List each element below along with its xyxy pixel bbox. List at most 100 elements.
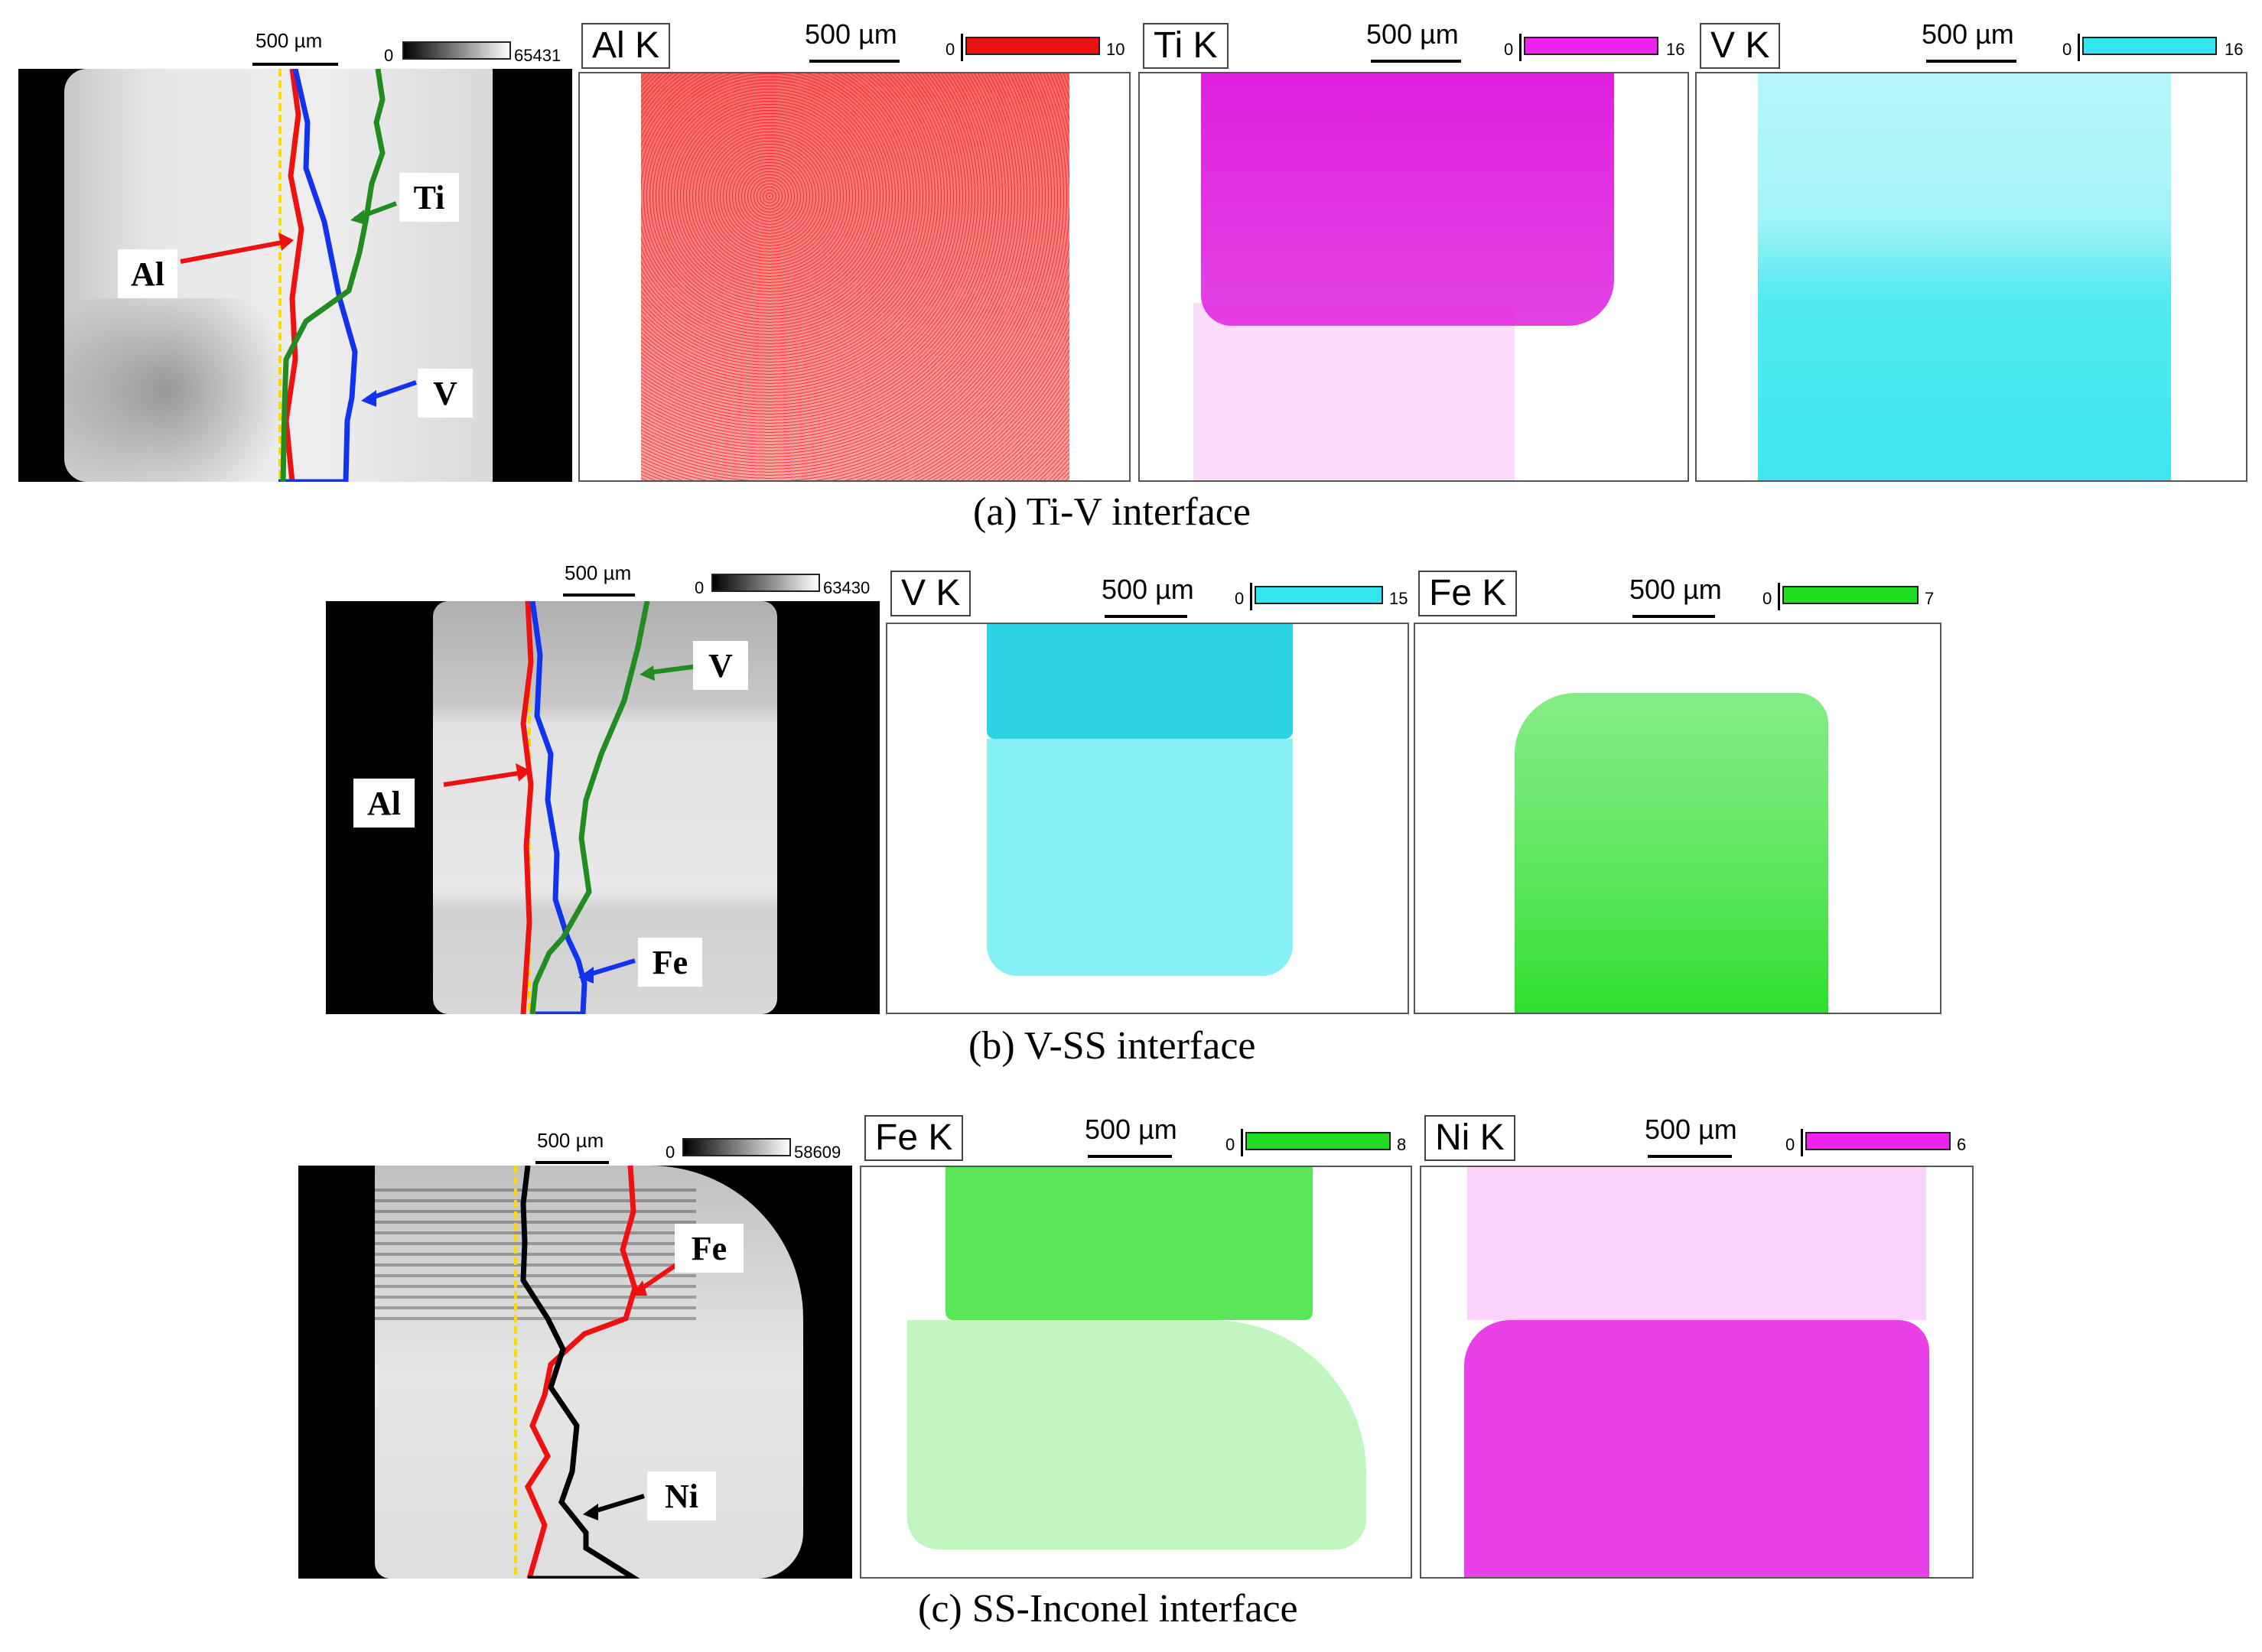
eds-map-v-k-b [886, 623, 1409, 1014]
sem-a-cmax: 65431 [514, 46, 561, 65]
map-b2-scale-label: 500 µm [1629, 574, 1722, 605]
ni-sparse-region [1467, 1167, 1926, 1320]
fe-signal-region [1515, 693, 1828, 1013]
map-a1-cmax: 10 [1106, 40, 1125, 59]
sem-a-label-al: Al [118, 249, 177, 298]
sem-c-label-ni: Ni [647, 1472, 716, 1520]
sem-c-scale-label: 500 µm [537, 1129, 604, 1152]
sem-b-cmax: 63430 [823, 578, 871, 597]
sem-a-cmin: 0 [384, 46, 394, 65]
sem-c-colorbar [682, 1138, 791, 1156]
map-a1-scale-label: 500 µm [805, 18, 897, 50]
map-a2-cmin: 0 [1504, 40, 1514, 59]
caption-a: (a) Ti-V interface [973, 490, 1251, 534]
map-a2-cmax: 16 [1666, 40, 1685, 59]
map-a3-cmin: 0 [2062, 40, 2072, 59]
map-b1-cmax: 15 [1389, 589, 1408, 608]
map-b1-scale-bar [1105, 615, 1187, 618]
map-a3-cmax: 16 [2225, 40, 2244, 59]
map-b2-colorbar [1782, 586, 1919, 604]
eds-map-fe-k-b [1414, 623, 1941, 1014]
map-a1-colorbar [965, 37, 1100, 55]
map-a2-scale-label: 500 µm [1366, 18, 1459, 50]
caption-c: (c) SS-Inconel interface [918, 1587, 1298, 1631]
sem-b-cmin: 0 [695, 578, 705, 597]
sem-a-lines [180, 69, 417, 482]
sem-a-colorbar [402, 41, 511, 60]
fe-sparse-region [907, 1320, 1366, 1550]
map-c2-colorbar [1805, 1132, 1951, 1150]
map-c2-cmax: 6 [1957, 1135, 1967, 1154]
map-a1-cbar-tick [961, 34, 963, 61]
map-b2-scale-bar [1632, 615, 1715, 618]
eds-map-al-k-a [578, 72, 1131, 482]
map-a3-element-label: V K [1700, 23, 1781, 69]
map-b1-colorbar [1255, 586, 1383, 604]
sem-c-scale-bar [535, 1161, 609, 1164]
map-b2-element-label: Fe K [1418, 571, 1518, 616]
map-b1-scale-label: 500 µm [1102, 574, 1194, 605]
map-c2-scale-label: 500 µm [1645, 1114, 1737, 1145]
sem-a-scale-label: 500 µm [255, 29, 323, 52]
sem-c-label-fe: Fe [675, 1224, 744, 1273]
v-mid-region [987, 739, 1293, 976]
sem-dark-region [64, 298, 317, 482]
sem-image-c: Fe Ni [298, 1166, 852, 1579]
sem-c-cmax: 58609 [794, 1143, 841, 1162]
map-c1-cbar-tick [1241, 1129, 1243, 1156]
map-a2-element-label: Ti K [1143, 23, 1229, 69]
eds-map-ti-k-a [1138, 72, 1689, 482]
sem-c-cmin: 0 [666, 1143, 675, 1162]
map-a2-colorbar [1524, 37, 1658, 55]
map-c1-cmax: 8 [1397, 1135, 1407, 1154]
map-a2-scale-bar [1371, 60, 1461, 63]
map-b1-element-label: V K [890, 571, 972, 616]
map-c2-cbar-tick [1801, 1129, 1803, 1156]
eds-map-fe-k-c [860, 1166, 1412, 1579]
map-c1-scale-bar [1088, 1155, 1172, 1158]
map-a3-colorbar [2082, 37, 2217, 55]
map-c1-colorbar [1245, 1132, 1391, 1150]
map-a2-cbar-tick [1519, 34, 1522, 61]
sem-a-scale-bar [252, 63, 338, 66]
map-a1-cmin: 0 [945, 40, 955, 59]
map-b1-cmin: 0 [1235, 589, 1245, 608]
map-c2-cmin: 0 [1785, 1135, 1795, 1154]
map-c1-cmin: 0 [1225, 1135, 1235, 1154]
sem-b-lines [443, 601, 705, 1014]
map-b2-cmax: 7 [1925, 589, 1935, 608]
caption-b: (b) V-SS interface [968, 1024, 1256, 1068]
al-signal-region [641, 73, 1069, 480]
ni-dense-region [1464, 1320, 1929, 1577]
sem-a-label-v: V [418, 369, 473, 418]
map-a3-scale-label: 500 µm [1922, 18, 2014, 50]
sem-b-label-v: V [693, 641, 748, 690]
sem-a-label-ti: Ti [399, 173, 459, 222]
sem-image-b: V Al Fe [326, 601, 880, 1014]
v-dense-region [987, 624, 1293, 739]
map-c1-element-label: Fe K [864, 1115, 964, 1161]
sem-b-scale-label: 500 µm [565, 561, 632, 584]
map-a1-element-label: Al K [581, 23, 671, 69]
sem-b-scale-bar [563, 593, 635, 597]
ti-sparse-region [1193, 303, 1515, 480]
sem-b-label-fe: Fe [638, 938, 702, 987]
map-a1-scale-bar [809, 60, 900, 63]
map-b2-cbar-tick [1778, 583, 1780, 610]
fe-dense-region [945, 1167, 1313, 1320]
sem-image-a: Ti Al V [18, 69, 572, 482]
v-signal-region [1758, 73, 2171, 480]
eds-map-v-k-a [1695, 72, 2247, 482]
eds-map-ni-k-c [1420, 1166, 1974, 1579]
sem-b-colorbar [711, 574, 820, 592]
map-c2-scale-bar [1648, 1155, 1732, 1158]
ti-dense-region [1201, 73, 1614, 326]
map-c1-scale-label: 500 µm [1085, 1114, 1177, 1145]
map-c2-element-label: Ni K [1424, 1115, 1515, 1161]
map-b1-cbar-tick [1250, 583, 1252, 610]
map-a3-cbar-tick [2078, 34, 2080, 61]
sem-b-label-al: Al [353, 779, 415, 828]
map-b2-cmin: 0 [1762, 589, 1772, 608]
sem-c-lines [514, 1166, 698, 1579]
map-a3-scale-bar [1926, 60, 2016, 63]
